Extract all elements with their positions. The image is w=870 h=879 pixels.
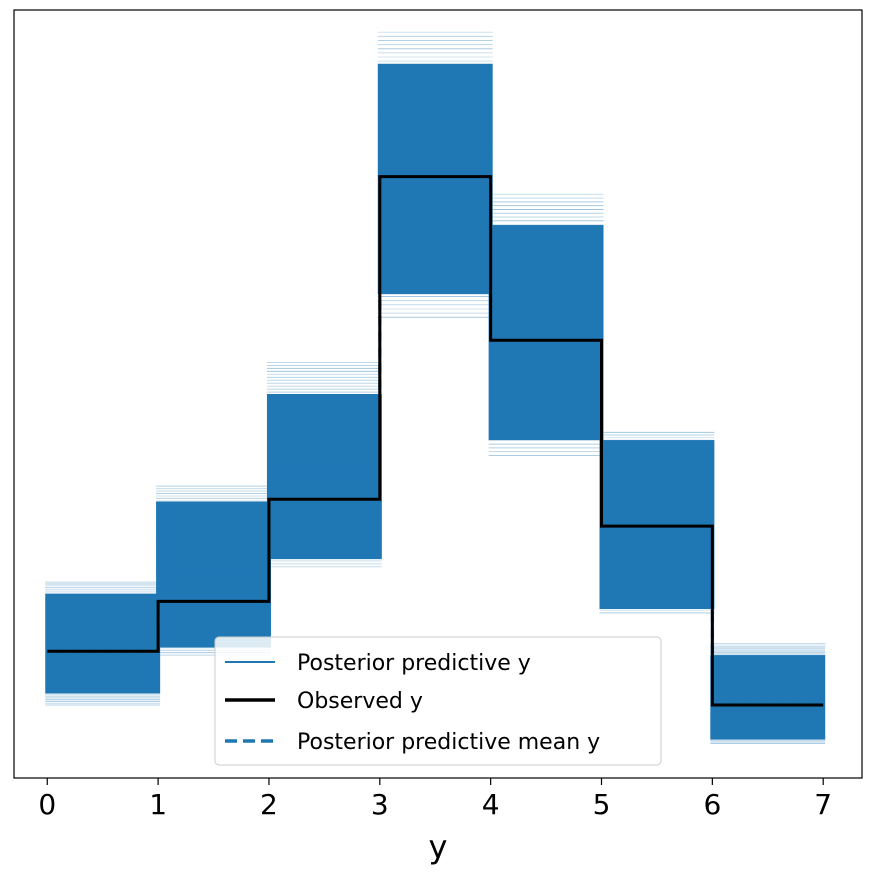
x-tick-label: 1 [149, 788, 167, 821]
x-tick-label: 3 [371, 788, 389, 821]
ppc-band-bin [45, 593, 161, 694]
legend-box [214, 636, 662, 766]
posterior-predictive-bands [45, 31, 826, 744]
observed-line [47, 175, 824, 707]
x-tick-label: 2 [260, 788, 278, 821]
legend-label-posterior-mean: Posterior predictive mean y [297, 730, 600, 755]
ppc-band-bin [710, 655, 826, 740]
legend: Posterior predictive y Observed y Poster… [214, 636, 662, 766]
observed-step [47, 175, 824, 707]
plot-frame [13, 9, 863, 779]
x-tick-label: 0 [38, 788, 56, 821]
x-tick-label: 7 [814, 788, 832, 821]
x-axis-ticks: 0 1 2 3 4 5 6 7 [38, 778, 832, 821]
posterior-predictive-mean-line [47, 177, 824, 703]
x-tick-label: 6 [703, 788, 721, 821]
posterior-mean-step [47, 177, 824, 703]
x-tick-label: 5 [593, 788, 611, 821]
x-tick-label: 4 [482, 788, 500, 821]
x-axis-label: y [429, 828, 448, 866]
legend-label-posterior-predictive: Posterior predictive y [297, 651, 531, 676]
ppc-band-bin [266, 394, 382, 560]
legend-label-observed: Observed y [297, 689, 423, 714]
